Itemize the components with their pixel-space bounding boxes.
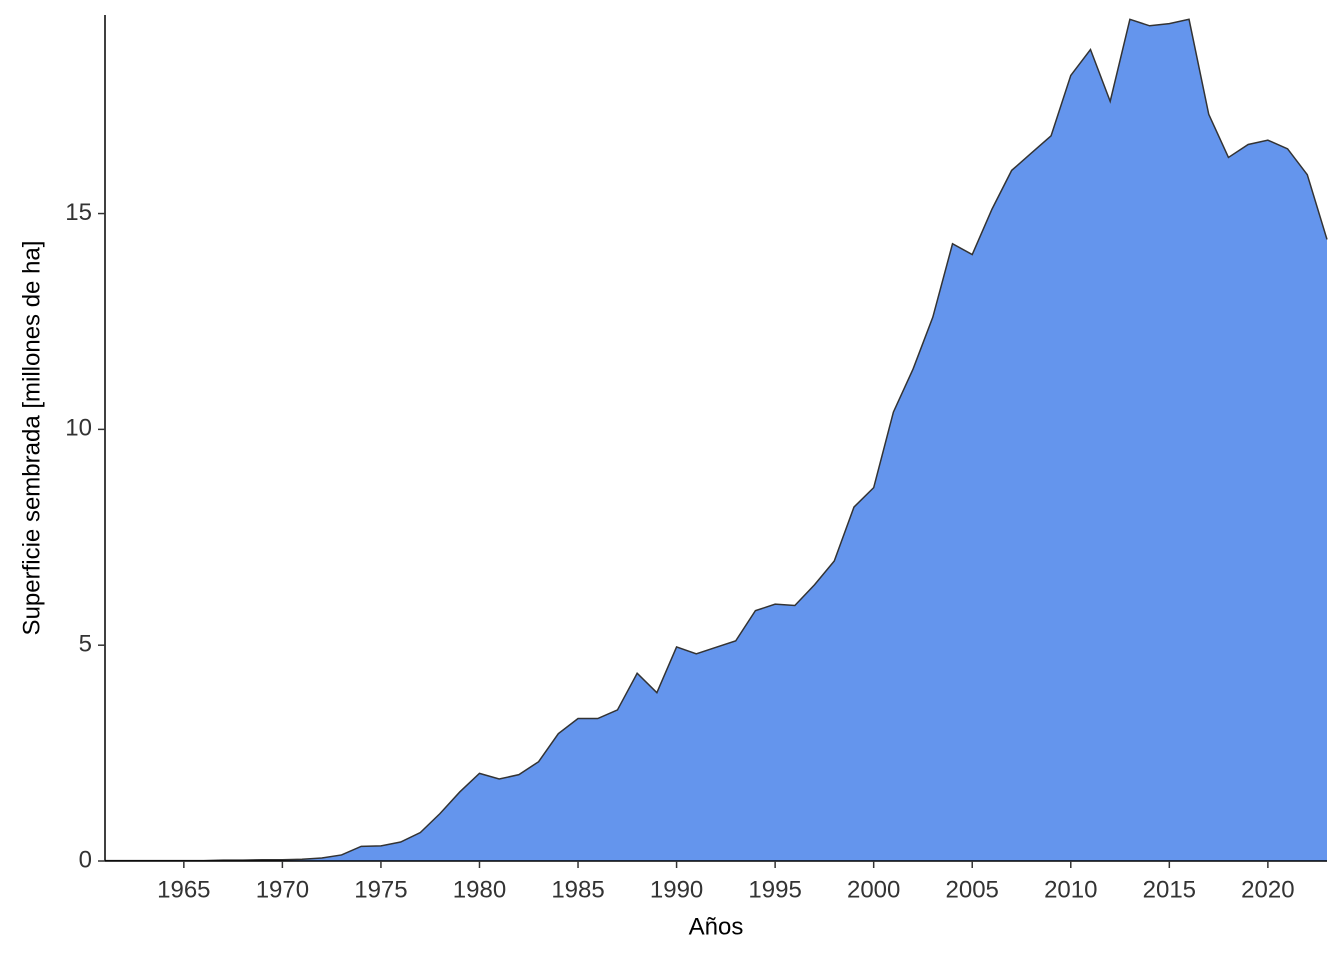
y-axis-title: Superficie sembrada [millones de ha]: [18, 241, 45, 636]
y-tick-label: 0: [79, 846, 92, 873]
x-tick-label: 1995: [748, 876, 801, 903]
x-tick-label: 1970: [256, 876, 309, 903]
y-tick-label: 5: [79, 631, 92, 658]
y-tick-label: 15: [65, 199, 92, 226]
x-tick-label: 2015: [1143, 876, 1196, 903]
x-tick-label: 1980: [453, 876, 506, 903]
x-axis-title: Años: [689, 913, 744, 940]
x-tick-label: 2010: [1044, 876, 1097, 903]
x-tick-label: 2005: [946, 876, 999, 903]
x-tick-label: 1990: [650, 876, 703, 903]
x-tick-label: 1965: [157, 876, 210, 903]
x-tick-label: 1975: [354, 876, 407, 903]
y-tick-label: 10: [65, 415, 92, 442]
x-tick-label: 2000: [847, 876, 900, 903]
area-fill: [105, 19, 1327, 861]
x-tick-label: 2020: [1241, 876, 1294, 903]
x-tick-label: 1985: [551, 876, 604, 903]
area-outline: [105, 18, 1328, 862]
